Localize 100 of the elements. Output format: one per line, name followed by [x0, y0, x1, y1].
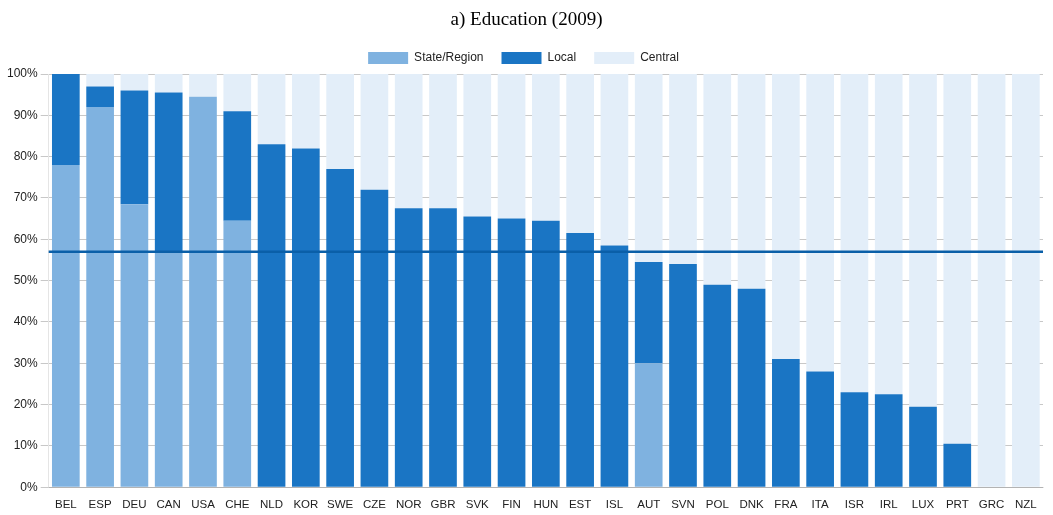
- bar: [86, 107, 114, 487]
- x-tick-label: ESP: [88, 498, 112, 511]
- bar: [120, 90, 149, 205]
- y-tick-label: 80%: [13, 148, 39, 163]
- x-tick-label: SVN: [671, 498, 695, 511]
- bar: [360, 74, 389, 190]
- bar: [703, 284, 732, 487]
- bar: [120, 204, 149, 487]
- bar: [977, 74, 1006, 487]
- x-tick-label: PRT: [945, 498, 969, 511]
- bar: [86, 86, 114, 108]
- bar: [669, 74, 697, 265]
- bar: [223, 74, 252, 112]
- x-tick-label: NOR: [395, 498, 422, 511]
- x-tick-label: FRA: [774, 498, 798, 511]
- bar: [189, 96, 217, 487]
- bar: [51, 74, 80, 165]
- bar: [1012, 74, 1040, 487]
- x-tick-label: ISR: [844, 498, 865, 511]
- bar: [497, 74, 526, 219]
- bar: [806, 74, 834, 372]
- legend-label: Local: [547, 50, 577, 65]
- bar: [463, 216, 492, 487]
- bar: [429, 208, 457, 487]
- bar: [874, 394, 903, 487]
- y-tick-label: 90%: [13, 107, 39, 122]
- y-tick-label: 20%: [13, 396, 39, 411]
- x-tick-label: CZE: [362, 498, 387, 511]
- bar: [703, 74, 732, 285]
- bar: [189, 74, 217, 97]
- bar: [806, 371, 834, 487]
- legend-label: State/Region: [414, 50, 484, 65]
- x-tick-label: GBR: [430, 498, 456, 511]
- bar: [909, 74, 937, 407]
- x-tick-label: ISL: [605, 498, 624, 511]
- bar: [634, 363, 663, 487]
- y-tick-label: 0%: [20, 479, 39, 494]
- y-tick-label: 70%: [13, 190, 39, 205]
- bar: [669, 264, 697, 487]
- bar: [874, 74, 903, 395]
- bar: [360, 189, 389, 487]
- bar: [292, 148, 320, 487]
- x-tick-label: LUX: [911, 498, 935, 511]
- bar: [326, 169, 354, 487]
- bar: [463, 74, 492, 217]
- bar: [429, 74, 457, 209]
- bar: [737, 74, 766, 289]
- bar: [154, 74, 183, 93]
- x-tick-label: SWE: [327, 498, 354, 511]
- bar: [600, 74, 629, 246]
- y-tick-label: 30%: [13, 355, 39, 370]
- bar: [326, 74, 354, 170]
- x-tick-label: DNK: [739, 498, 765, 511]
- bar: [154, 251, 183, 487]
- bar: [566, 74, 594, 234]
- x-tick-label: GRC: [978, 498, 1005, 511]
- bar: [497, 218, 526, 487]
- y-tick-label: 100%: [6, 66, 39, 81]
- bar: [51, 164, 80, 487]
- bar: [257, 74, 286, 145]
- x-tick-label: EST: [568, 498, 592, 511]
- bar: [292, 74, 320, 149]
- x-tick-label: CHE: [225, 498, 250, 511]
- y-tick-label: 40%: [13, 314, 39, 329]
- x-tick-label: CAN: [156, 498, 181, 511]
- x-tick-label: NLD: [260, 498, 284, 511]
- x-tick-label: USA: [191, 498, 216, 511]
- bar: [257, 144, 286, 487]
- bar: [943, 443, 972, 487]
- x-tick-label: FIN: [502, 498, 521, 511]
- x-tick-label: SVK: [465, 498, 490, 511]
- bar: [223, 220, 252, 487]
- bar: [600, 245, 629, 487]
- bar: [634, 262, 663, 364]
- y-tick-label: 10%: [13, 438, 39, 453]
- x-tick-label: AUT: [637, 498, 661, 511]
- bar: [840, 74, 869, 393]
- legend-label: Central: [640, 50, 679, 65]
- chart-title: a) Education (2009): [449, 7, 604, 31]
- bar: [772, 74, 800, 360]
- x-tick-label: KOR: [293, 498, 319, 511]
- x-tick-label: BEL: [54, 498, 78, 511]
- x-tick-label: DEU: [122, 498, 147, 511]
- x-tick-label: POL: [705, 498, 730, 511]
- bar: [394, 208, 423, 487]
- bar: [737, 288, 766, 487]
- x-tick-label: NZL: [1014, 498, 1038, 511]
- bar: [909, 406, 937, 487]
- bar: [120, 74, 149, 91]
- bar: [86, 74, 114, 87]
- bar: [772, 359, 800, 487]
- x-tick-label: ITA: [811, 498, 829, 511]
- bar: [154, 92, 183, 252]
- bar: [943, 74, 972, 444]
- bar: [634, 74, 663, 263]
- y-tick-label: 60%: [13, 231, 39, 246]
- x-tick-label: HUN: [533, 498, 559, 511]
- bar: [840, 392, 869, 487]
- bar: [532, 74, 560, 221]
- bar: [223, 111, 252, 221]
